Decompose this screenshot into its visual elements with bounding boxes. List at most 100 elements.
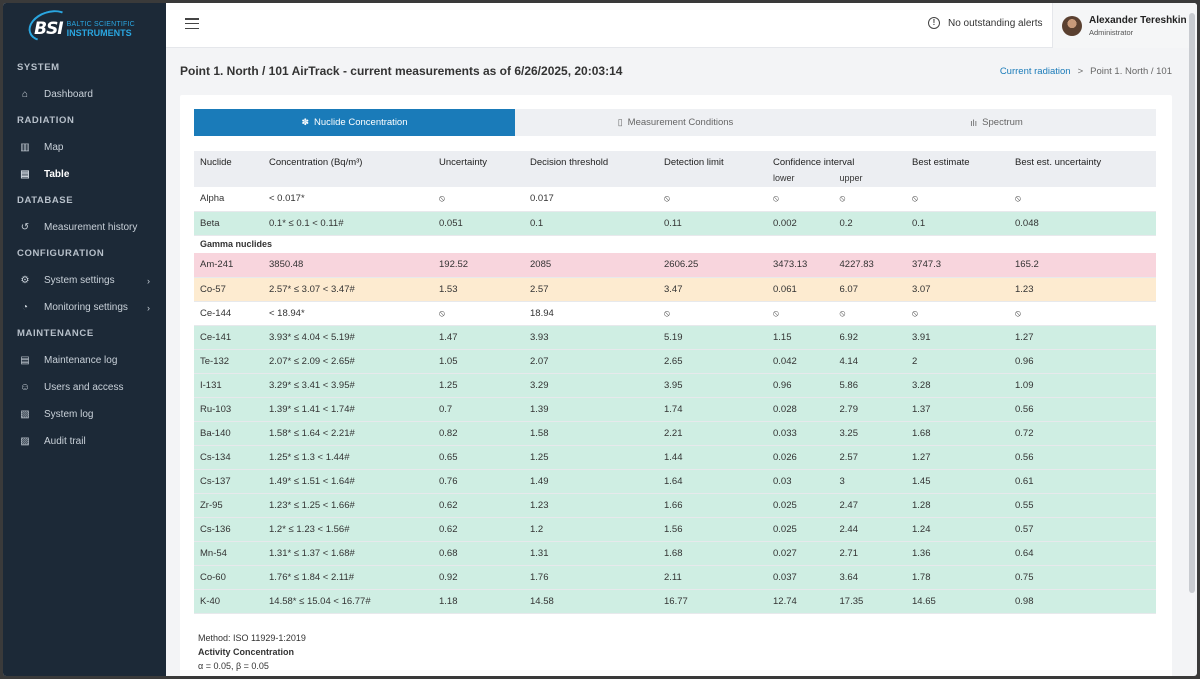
cell-nuclide: Te-132 [194,349,263,374]
tab-nuclide-concentration[interactable]: ✽ Nuclide Concentration [194,109,515,136]
table-row[interactable]: Ba-140 1.58* ≤ 1.64 < 2.21# 0.82 1.58 2.21 0.… [194,421,1156,446]
confidence-lower-value: 0.028 [773,403,797,415]
confidence-lower-value: ⦸ [773,307,779,318]
col-header-best-estimate[interactable]: Best estimate [906,151,1009,187]
table-row[interactable]: Te-132 2.07* ≤ 2.09 < 2.65# 1.05 2.07 2.65 0.… [194,349,1156,374]
col-header-concentration[interactable]: Concentration (Bq/m³) [263,151,433,187]
cell-nuclide: K-40 [194,589,263,614]
cell-nuclide: Cs-136 [194,517,263,542]
cell-concentration: 3.29* ≤ 3.41 < 3.95# [263,373,433,398]
brand-logo[interactable]: BSI BALTIC SCIENTIFIC INSTRUMENTS [3,3,166,55]
page-title: Point 1. North / 101 AirTrack - current … [180,64,623,78]
table-row[interactable]: Ce-144 < 18.94* ⦸ 18.94 ⦸ ⦸ ⦸ ⦸ ⦸ [194,301,1156,326]
sidebar-item-system-settings[interactable]: ⚙ System settings › [3,267,166,294]
col-header-best-uncertainty[interactable]: Best est. uncertainty [1009,151,1156,187]
cell-nuclide: Co-57 [194,277,263,302]
cell-confidence-interval: 12.74 17.35 [767,589,906,614]
table-row[interactable]: Co-60 1.76* ≤ 1.84 < 2.11# 0.92 1.76 2.11 0.0… [194,565,1156,590]
logo-line-1: BALTIC SCIENTIFIC [66,21,135,28]
cell-best-uncertainty: 1.23 [1009,277,1156,302]
sidebar-item-audit-trail[interactable]: ▨ Audit trail [3,428,166,455]
tab-measurement-conditions[interactable]: ▯ Measurement Conditions [515,109,836,136]
sidebar-item-table[interactable]: ▤ Table [3,161,166,188]
breadcrumb-separator-icon: > [1077,66,1084,77]
page-scrollbar[interactable] [1189,13,1195,593]
confidence-upper-value: 6.92 [839,331,859,343]
confidence-lower-label: lower [773,173,795,183]
cell-uncertainty: 1.25 [433,373,524,398]
sidebar-item-label: Measurement history [44,222,138,233]
cell-confidence-interval: 0.002 0.2 [767,211,906,236]
table-row[interactable]: Cs-134 1.25* ≤ 1.3 < 1.44# 0.65 1.25 1.44 0.0… [194,445,1156,470]
confidence-upper-value: 17.35 [839,595,864,607]
sidebar-section-title: CONFIGURATION [17,248,105,259]
table-row[interactable]: Ce-141 3.93* ≤ 4.04 < 5.19# 1.47 3.93 5.19 1.… [194,325,1156,350]
cell-best-uncertainty: ⦸ [1009,301,1156,326]
table-row[interactable]: Am-241 3850.48 192.52 2085 2606.25 3473.13 422… [194,253,1156,278]
file-icon: ▧ [20,409,30,420]
cell-best-estimate: 1.78 [906,565,1009,590]
cell-best-uncertainty: 0.56 [1009,445,1156,470]
sidebar-item-map[interactable]: ▥ Map [3,134,166,161]
confidence-upper-value: 2.79 [839,403,859,415]
sidebar-item-system-log[interactable]: ▧ System log [3,401,166,428]
table-row[interactable]: Co-57 2.57* ≤ 3.07 < 3.47# 1.53 2.57 3.47 0.0… [194,277,1156,302]
logo-line-2: INSTRUMENTS [66,28,132,38]
cell-decision-threshold: 0.1 [524,211,658,236]
sidebar-item-monitoring-settings[interactable]: ◔ Monitoring settings › [3,294,166,321]
cell-uncertainty: 0.65 [433,445,524,470]
table-row[interactable]: Cs-136 1.2* ≤ 1.23 < 1.56# 0.62 1.2 1.56 0.02… [194,517,1156,542]
confidence-lower-value: 0.061 [773,283,797,295]
cell-detection-limit: 16.77 [658,589,767,614]
cell-best-estimate: 1.28 [906,493,1009,518]
cell-detection-limit: 2.11 [658,565,767,590]
sidebar-item-label: System log [44,409,94,420]
cell-nuclide: Am-241 [194,253,263,278]
menu-toggle-icon[interactable] [185,18,199,29]
table-header-row: Nuclide Concentration (Bq/m³) Uncertaint… [194,151,1156,187]
gauge-icon: ◔ [21,302,29,313]
cell-detection-limit: 1.64 [658,469,767,494]
sidebar-item-maintenance-log[interactable]: ▤ Maintenance log [3,347,166,374]
cell-detection-limit: ⦸ [658,187,767,212]
confidence-upper-value: 3.25 [839,427,859,439]
cell-concentration: 3850.48 [263,253,433,278]
col-header-uncertainty[interactable]: Uncertainty [433,151,524,187]
table-row[interactable]: Zr-95 1.23* ≤ 1.25 < 1.66# 0.62 1.23 1.66 0.0… [194,493,1156,518]
cell-decision-threshold: 2.57 [524,277,658,302]
cell-best-uncertainty: 165.2 [1009,253,1156,278]
user-menu[interactable]: Alexander Tereshkin Administrator [1052,3,1197,48]
sidebar-item-label: Audit trail [44,436,86,447]
sidebar-item-measurement-history[interactable]: ↺ Measurement history [3,214,166,241]
gamma-group-row: Gamma nuclides [194,235,1156,253]
col-header-detection-limit[interactable]: Detection limit [658,151,767,187]
home-icon: ⌂ [21,89,29,100]
cell-best-estimate: 3.07 [906,277,1009,302]
table-row[interactable]: Alpha < 0.017* ⦸ 0.017 ⦸ ⦸ ⦸ ⦸ ⦸ [194,187,1156,212]
cell-confidence-interval: 0.96 5.86 [767,373,906,398]
col-header-nuclide[interactable]: Nuclide [194,151,263,187]
cell-detection-limit: 2.65 [658,349,767,374]
table-row[interactable]: I-131 3.29* ≤ 3.41 < 3.95# 1.25 3.29 3.95 0.9… [194,373,1156,398]
chevron-right-icon: › [147,275,150,286]
col-header-confidence-interval[interactable]: Confidence interval lower upper [767,151,906,187]
alerts-indicator[interactable]: ! No outstanding alerts [928,17,1043,29]
cell-detection-limit: ⦸ [658,301,767,326]
table-row[interactable]: Mn-54 1.31* ≤ 1.37 < 1.68# 0.68 1.31 1.68 0.0… [194,541,1156,566]
table-row[interactable]: Ru-103 1.39* ≤ 1.41 < 1.74# 0.7 1.39 1.74 0.0… [194,397,1156,422]
table-row[interactable]: Cs-137 1.49* ≤ 1.51 < 1.64# 0.76 1.49 1.64 0.… [194,469,1156,494]
tab-spectrum[interactable]: ılı Spectrum [836,109,1157,136]
spectrum-icon: ılı [970,117,978,128]
breadcrumb-link-current-radiation[interactable]: Current radiation [999,66,1071,77]
table-row[interactable]: K-40 14.58* ≤ 15.04 < 16.77# 1.18 14.58 16.7… [194,589,1156,614]
cell-concentration: < 0.017* [263,187,433,212]
cell-concentration: 1.39* ≤ 1.41 < 1.74# [263,397,433,422]
table-row[interactable]: Beta 0.1* ≤ 0.1 < 0.11# 0.051 0.1 0.11 0.002 0… [194,211,1156,236]
cell-decision-threshold: 0.017 [524,187,658,212]
col-header-decision-threshold[interactable]: Decision threshold [524,151,658,187]
cell-confidence-interval: ⦸ ⦸ [767,301,906,326]
cell-nuclide: Cs-134 [194,445,263,470]
sidebar-item-users-and-access[interactable]: ☺ Users and access [3,374,166,401]
cell-best-uncertainty: ⦸ [1009,187,1156,212]
sidebar-item-dashboard[interactable]: ⌂ Dashboard [3,81,166,108]
